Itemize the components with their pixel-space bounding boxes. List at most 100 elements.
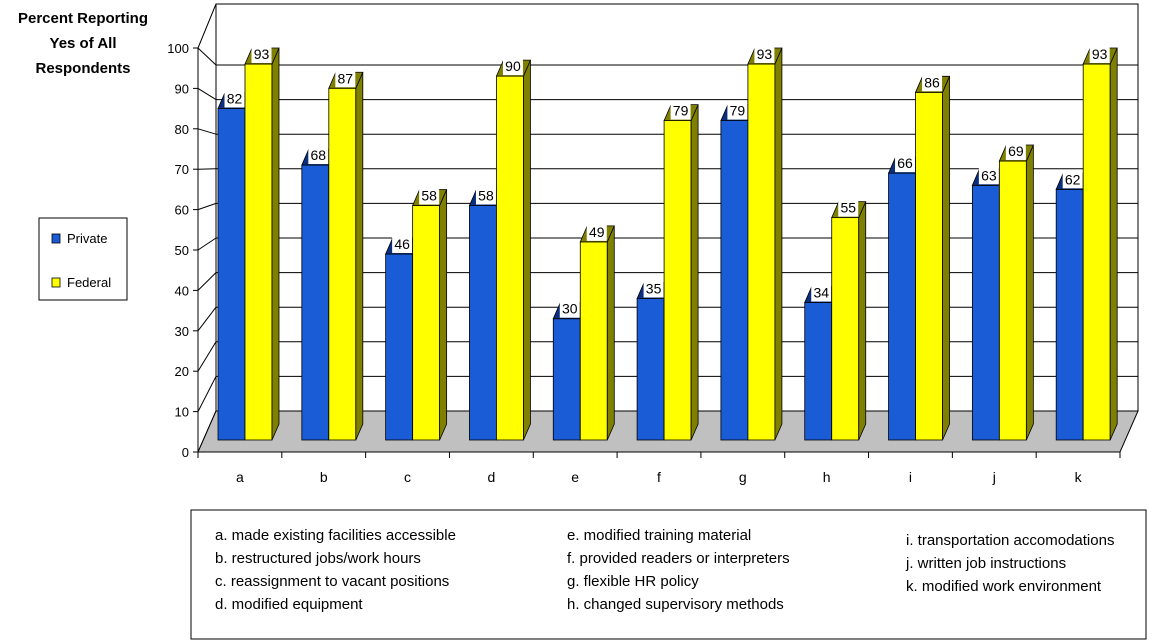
bar-federal-a: 93 [244, 46, 280, 441]
data-label: 68 [311, 147, 327, 163]
y-axis-title: Percent Reporting Yes of All Respondents [18, 10, 148, 77]
note-item: a. made existing facilities accessible [215, 527, 456, 544]
bar-front [385, 253, 414, 441]
data-label: 86 [924, 74, 940, 90]
gridline-side [197, 87, 217, 101]
bar-front [301, 164, 330, 441]
data-label: 66 [897, 155, 913, 171]
data-label-bg [754, 46, 775, 63]
x-tick-label: j [992, 469, 996, 485]
gridline-side [197, 306, 217, 332]
x-tick-label: i [909, 469, 912, 485]
y-axis-title-line-2: Yes of All [50, 35, 117, 52]
note-item: g. flexible HR policy [567, 573, 699, 590]
y-tick-label: 80 [175, 122, 189, 137]
data-label: 79 [673, 103, 689, 119]
data-label-bg [224, 90, 245, 108]
bar-front [888, 172, 916, 441]
notes-frame [190, 509, 1147, 640]
x-tick-label: k [1075, 469, 1083, 485]
legend-label-private: Private [67, 231, 107, 246]
data-label-bg [895, 155, 916, 173]
bar-front [663, 120, 692, 441]
gridline-side [197, 341, 217, 372]
x-tick-label: e [571, 469, 579, 485]
data-label-bg [392, 236, 413, 254]
bar-side [858, 201, 867, 441]
note-item: b. restructured jobs/work hours [215, 550, 421, 567]
y-axis-title-line-1: Percent Reporting [18, 10, 148, 27]
bar-front [804, 302, 833, 441]
note-item: i. transportation accomodations [906, 532, 1114, 549]
data-label-bg [1062, 171, 1083, 189]
y-tick-label: 30 [175, 324, 189, 339]
legend-swatch-private [51, 233, 61, 244]
bar-front [496, 75, 524, 441]
bar-front [747, 63, 776, 441]
bar-front [412, 205, 441, 441]
data-label: 58 [421, 188, 437, 204]
data-label: 63 [981, 167, 997, 183]
gridline-side [197, 128, 217, 135]
bar-federal-f: 79 [663, 102, 699, 441]
data-label-bg [419, 187, 440, 205]
bar-side [439, 189, 448, 441]
data-label-bg [922, 74, 943, 92]
bar-front [636, 298, 665, 441]
legend-swatch-federal [51, 277, 61, 288]
data-label: 90 [505, 58, 521, 74]
data-label-bg [308, 147, 329, 165]
data-label: 87 [338, 70, 354, 86]
y-tick-label: 70 [175, 162, 189, 177]
data-label: 55 [840, 200, 856, 216]
data-label: 30 [562, 301, 578, 317]
data-label-bg [559, 300, 580, 318]
bar-federal-c: 58 [412, 187, 448, 441]
bar-private-e: 30 [552, 300, 588, 441]
x-tick-label: b [320, 469, 328, 485]
data-label-bg [586, 223, 607, 241]
x-tick-label: h [823, 469, 831, 485]
data-label: 35 [646, 280, 662, 296]
data-label-bg [475, 187, 496, 205]
data-label-bg [643, 280, 664, 298]
data-label: 93 [254, 46, 270, 62]
note-item: d. modified equipment [215, 596, 363, 613]
bar-front [831, 217, 860, 441]
data-label: 69 [1008, 143, 1024, 159]
x-tick-label: a [236, 469, 244, 485]
bar-front [469, 205, 497, 441]
data-label-bg [811, 284, 832, 302]
note-item: f. provided readers or interpreters [567, 550, 790, 567]
gridline-side [197, 376, 217, 412]
data-label: 58 [478, 188, 494, 204]
y-tick-label: 90 [175, 81, 189, 96]
y-tick-label: 100 [167, 41, 189, 56]
data-label-bg [670, 102, 691, 120]
y-tick-label: 10 [175, 405, 189, 420]
y-tick-label: 50 [175, 243, 189, 258]
note-item: e. modified training material [567, 527, 751, 544]
bar-front [1082, 63, 1111, 441]
data-label: 93 [1092, 46, 1108, 62]
side-wall [197, 3, 217, 453]
bar-federal-b: 87 [328, 70, 364, 441]
bar-side [523, 59, 531, 441]
note-item: j. written job instructions [905, 555, 1066, 572]
x-tick-label: d [487, 469, 495, 485]
y-axis: 0 10 20 30 40 50 60 70 80 90 100 [167, 41, 199, 460]
bar-side [271, 47, 280, 441]
gridline-side [197, 202, 217, 211]
bar-front [720, 120, 749, 441]
bar-federal-i: 86 [914, 74, 951, 441]
bar-side [690, 104, 699, 441]
legend-label-federal: Federal [67, 275, 111, 290]
data-label-bg [1005, 143, 1026, 161]
bar-side [1025, 144, 1034, 441]
y-axis-title-line-3: Respondents [35, 60, 130, 77]
bar-private-g: 79 [720, 102, 756, 441]
y-tick-label: 60 [175, 203, 189, 218]
bar-federal-e: 49 [579, 223, 615, 441]
data-label-bg [251, 46, 272, 63]
